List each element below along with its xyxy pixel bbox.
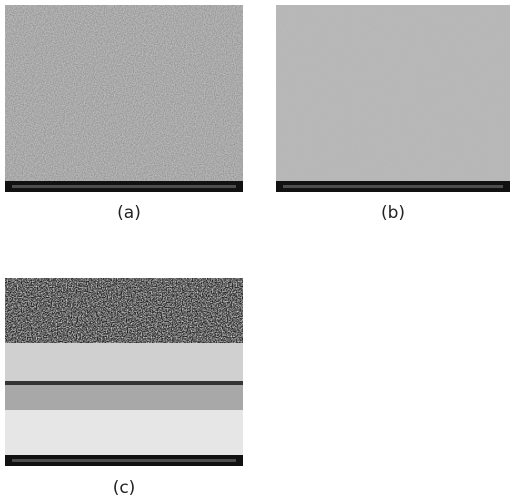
micrograph-c [5, 278, 243, 466]
panel-label: (a) [117, 203, 141, 223]
micrograph-a [5, 5, 243, 192]
panel-label: (c) [113, 478, 136, 498]
page: (a) (b) (c) (() => { const data = JSON.p… [0, 0, 512, 502]
micrograph-b [276, 5, 510, 192]
panel-label: (b) [381, 203, 405, 223]
figure: (a) (b) (c) [0, 0, 512, 502]
